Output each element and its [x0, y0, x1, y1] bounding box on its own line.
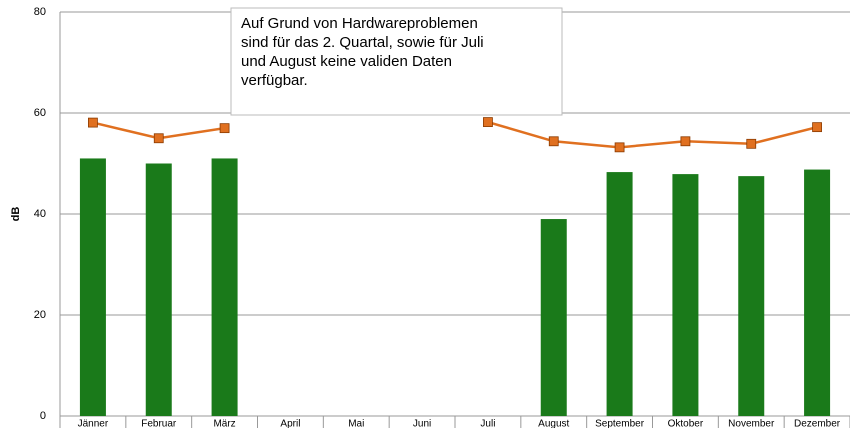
x-tick-label: November	[728, 419, 775, 428]
x-tick-label: September	[595, 419, 645, 428]
x-tick-label: März	[213, 419, 235, 428]
annotation-text: verfügbar.	[241, 72, 308, 89]
bar	[211, 158, 238, 416]
marker	[88, 117, 98, 128]
line	[92, 120, 818, 149]
x-tick-label: Jänner	[78, 419, 109, 428]
x-tick-label: Mai	[348, 419, 364, 428]
annotation-text: sind für das 2. Quartal, sowie für Juli	[241, 34, 484, 51]
x-tick-label: Oktober	[668, 419, 704, 428]
x-tick-label: August	[538, 419, 569, 428]
marker	[680, 136, 691, 147]
bar	[672, 174, 699, 416]
y-tick-label: 60	[34, 107, 46, 119]
annotation-text: Auf Grund von Hardwareproblemen	[241, 15, 478, 32]
x-tick-label: Februar	[141, 419, 177, 428]
bar	[79, 158, 106, 416]
marker	[812, 122, 822, 133]
marker	[153, 133, 164, 144]
x-tick-label: Juni	[413, 419, 431, 428]
x-tick-label: April	[280, 419, 300, 428]
y-tick-label: 0	[40, 410, 46, 422]
bar	[804, 169, 831, 416]
marker	[483, 117, 493, 127]
y-tick-label: 40	[34, 208, 46, 220]
y-tick-label: 20	[34, 309, 46, 321]
bar	[540, 219, 567, 416]
y-tick-label: 80	[34, 6, 46, 18]
bar	[738, 176, 765, 416]
x-tick-label: Dezember	[794, 419, 841, 428]
annotation-box	[230, 7, 563, 116]
bar	[145, 163, 172, 416]
x-tick-label: Juli	[480, 419, 495, 428]
marker	[614, 142, 625, 153]
bar	[606, 172, 633, 416]
marker	[548, 136, 559, 147]
annotation-text: und August keine validen Daten	[241, 53, 452, 70]
marker	[746, 138, 757, 149]
y-axis-label: dB	[10, 207, 22, 222]
marker	[219, 123, 230, 134]
